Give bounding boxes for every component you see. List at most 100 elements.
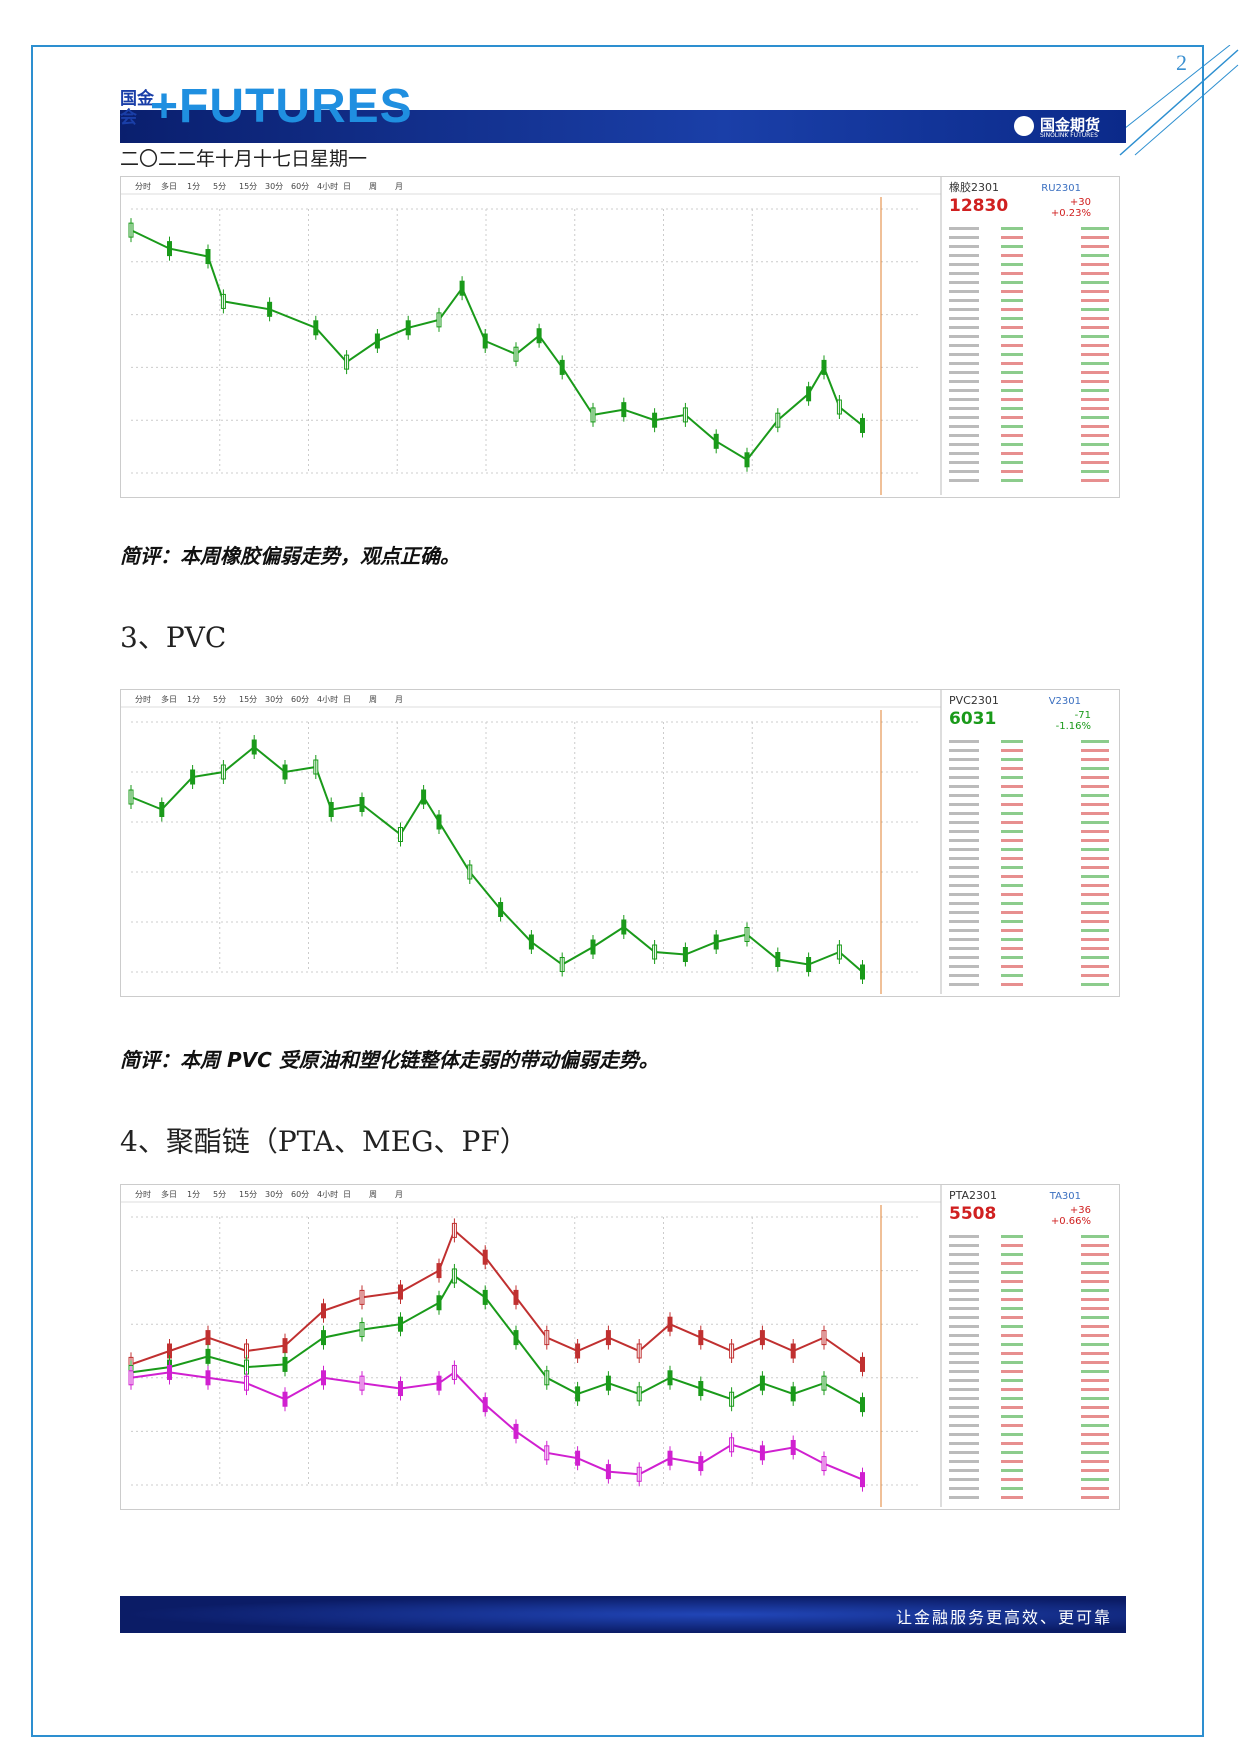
quote-row <box>949 1433 979 1436</box>
quote-row <box>1001 920 1023 923</box>
quote-row <box>1001 326 1023 329</box>
quote-row <box>1081 326 1109 329</box>
quote-row <box>949 263 979 266</box>
quote-row <box>1001 308 1023 311</box>
quote-row <box>949 407 979 410</box>
quote-row <box>1081 983 1109 986</box>
quote-row <box>1001 245 1023 248</box>
quote-row <box>949 794 979 797</box>
quote-row <box>1081 398 1109 401</box>
quote-row <box>1001 1442 1023 1445</box>
quote-row <box>949 1397 979 1400</box>
quote-row <box>949 470 979 473</box>
chart-screenshot: 分时 多日 1分 5分 15分 30分 60分 4小时日 周 月 PTA2301 TA301 5508 +… <box>120 1184 1120 1510</box>
quote-row <box>949 443 979 446</box>
quote-row <box>1081 470 1109 473</box>
toolbar-item: 月 <box>395 695 403 704</box>
quote-row <box>1081 767 1109 770</box>
quote-row <box>1001 983 1023 986</box>
date: 二〇二二年十月十七日星期一 <box>120 148 368 170</box>
toolbar-item: 周 <box>369 182 377 191</box>
quote-row <box>1001 290 1023 293</box>
quote-row <box>1001 902 1023 905</box>
quote-row <box>1001 1379 1023 1382</box>
quote-row <box>949 866 979 869</box>
quote-row <box>949 1235 979 1238</box>
quote-row <box>1081 380 1109 383</box>
quote-row <box>949 749 979 752</box>
quote-row <box>1001 362 1023 365</box>
toolbar-item: 4小时 <box>317 1189 338 1199</box>
quote-row <box>949 290 979 293</box>
quote-row <box>949 362 979 365</box>
quote-row <box>1001 1397 1023 1400</box>
quote-row <box>1081 1442 1109 1445</box>
change: +30 <box>1070 197 1091 208</box>
quote-row <box>1081 1406 1109 1409</box>
quote-row <box>1001 911 1023 914</box>
quote-row <box>949 965 979 968</box>
quote-row <box>1081 776 1109 779</box>
quote-row <box>1001 1451 1023 1454</box>
quote-row <box>1081 344 1109 347</box>
quote-row <box>1001 1253 1023 1256</box>
quote-row <box>949 1388 979 1391</box>
quote-row <box>1001 1280 1023 1283</box>
brand-icon <box>1014 116 1034 136</box>
quote-row <box>1081 1388 1109 1391</box>
quote-row <box>1001 884 1023 887</box>
quote-row <box>1001 470 1023 473</box>
quote-row <box>1081 434 1109 437</box>
quote-row <box>1081 929 1109 932</box>
quote-row <box>1001 254 1023 257</box>
quote-row <box>1081 785 1109 788</box>
quote-row <box>1001 1334 1023 1337</box>
quote-row <box>949 245 979 248</box>
toolbar-item: 30分 <box>265 1190 283 1199</box>
quote-row <box>1001 1478 1023 1481</box>
quote-row <box>1081 263 1109 266</box>
brand: 国金期货 <box>1040 116 1101 134</box>
quote-row <box>1081 1253 1109 1256</box>
comment: 简评：本周橡胶偏弱走势，观点正确。 <box>120 544 460 568</box>
quote-row <box>1001 857 1023 860</box>
price-trace <box>130 1228 864 1366</box>
quote-row <box>1081 839 1109 842</box>
quote-row <box>1001 1406 1023 1409</box>
quote-row <box>949 821 979 824</box>
toolbar-item: 日 <box>343 182 351 191</box>
quote-row <box>949 1262 979 1265</box>
toolbar-item: 1分 <box>187 1190 200 1199</box>
quote-row <box>1081 1334 1109 1337</box>
quote-row <box>1001 1433 1023 1436</box>
quote-row <box>1001 812 1023 815</box>
quote-row <box>949 812 979 815</box>
quote-row <box>949 1280 979 1283</box>
quote-row <box>949 281 979 284</box>
quote-row <box>1001 1487 1023 1490</box>
quote-row <box>1081 1451 1109 1454</box>
quote-row <box>1081 920 1109 923</box>
quote-row <box>1001 785 1023 788</box>
quote-row <box>1001 974 1023 977</box>
quote-row <box>1001 749 1023 752</box>
quote-row <box>1081 1289 1109 1292</box>
quote-row <box>949 803 979 806</box>
quote-row <box>949 1289 979 1292</box>
quote-row <box>949 848 979 851</box>
change: +36 <box>1070 1205 1091 1216</box>
change-pct: +0.66% <box>1051 1216 1091 1227</box>
toolbar-item: 15分 <box>239 1190 257 1199</box>
quote-row <box>1081 1316 1109 1319</box>
toolbar-item: 多日 <box>161 181 177 191</box>
quote-row <box>949 740 979 743</box>
brand-en: SINOLINK FUTURES <box>1040 132 1098 139</box>
symbol-name: PTA2301 <box>949 1189 997 1202</box>
quote-row <box>1081 1415 1109 1418</box>
price-trace <box>130 229 864 462</box>
quote-row <box>1001 407 1023 410</box>
toolbar-item: 4小时 <box>317 694 338 704</box>
quote-row <box>1081 272 1109 275</box>
quote-row <box>1081 1352 1109 1355</box>
quote-row <box>1001 1370 1023 1373</box>
